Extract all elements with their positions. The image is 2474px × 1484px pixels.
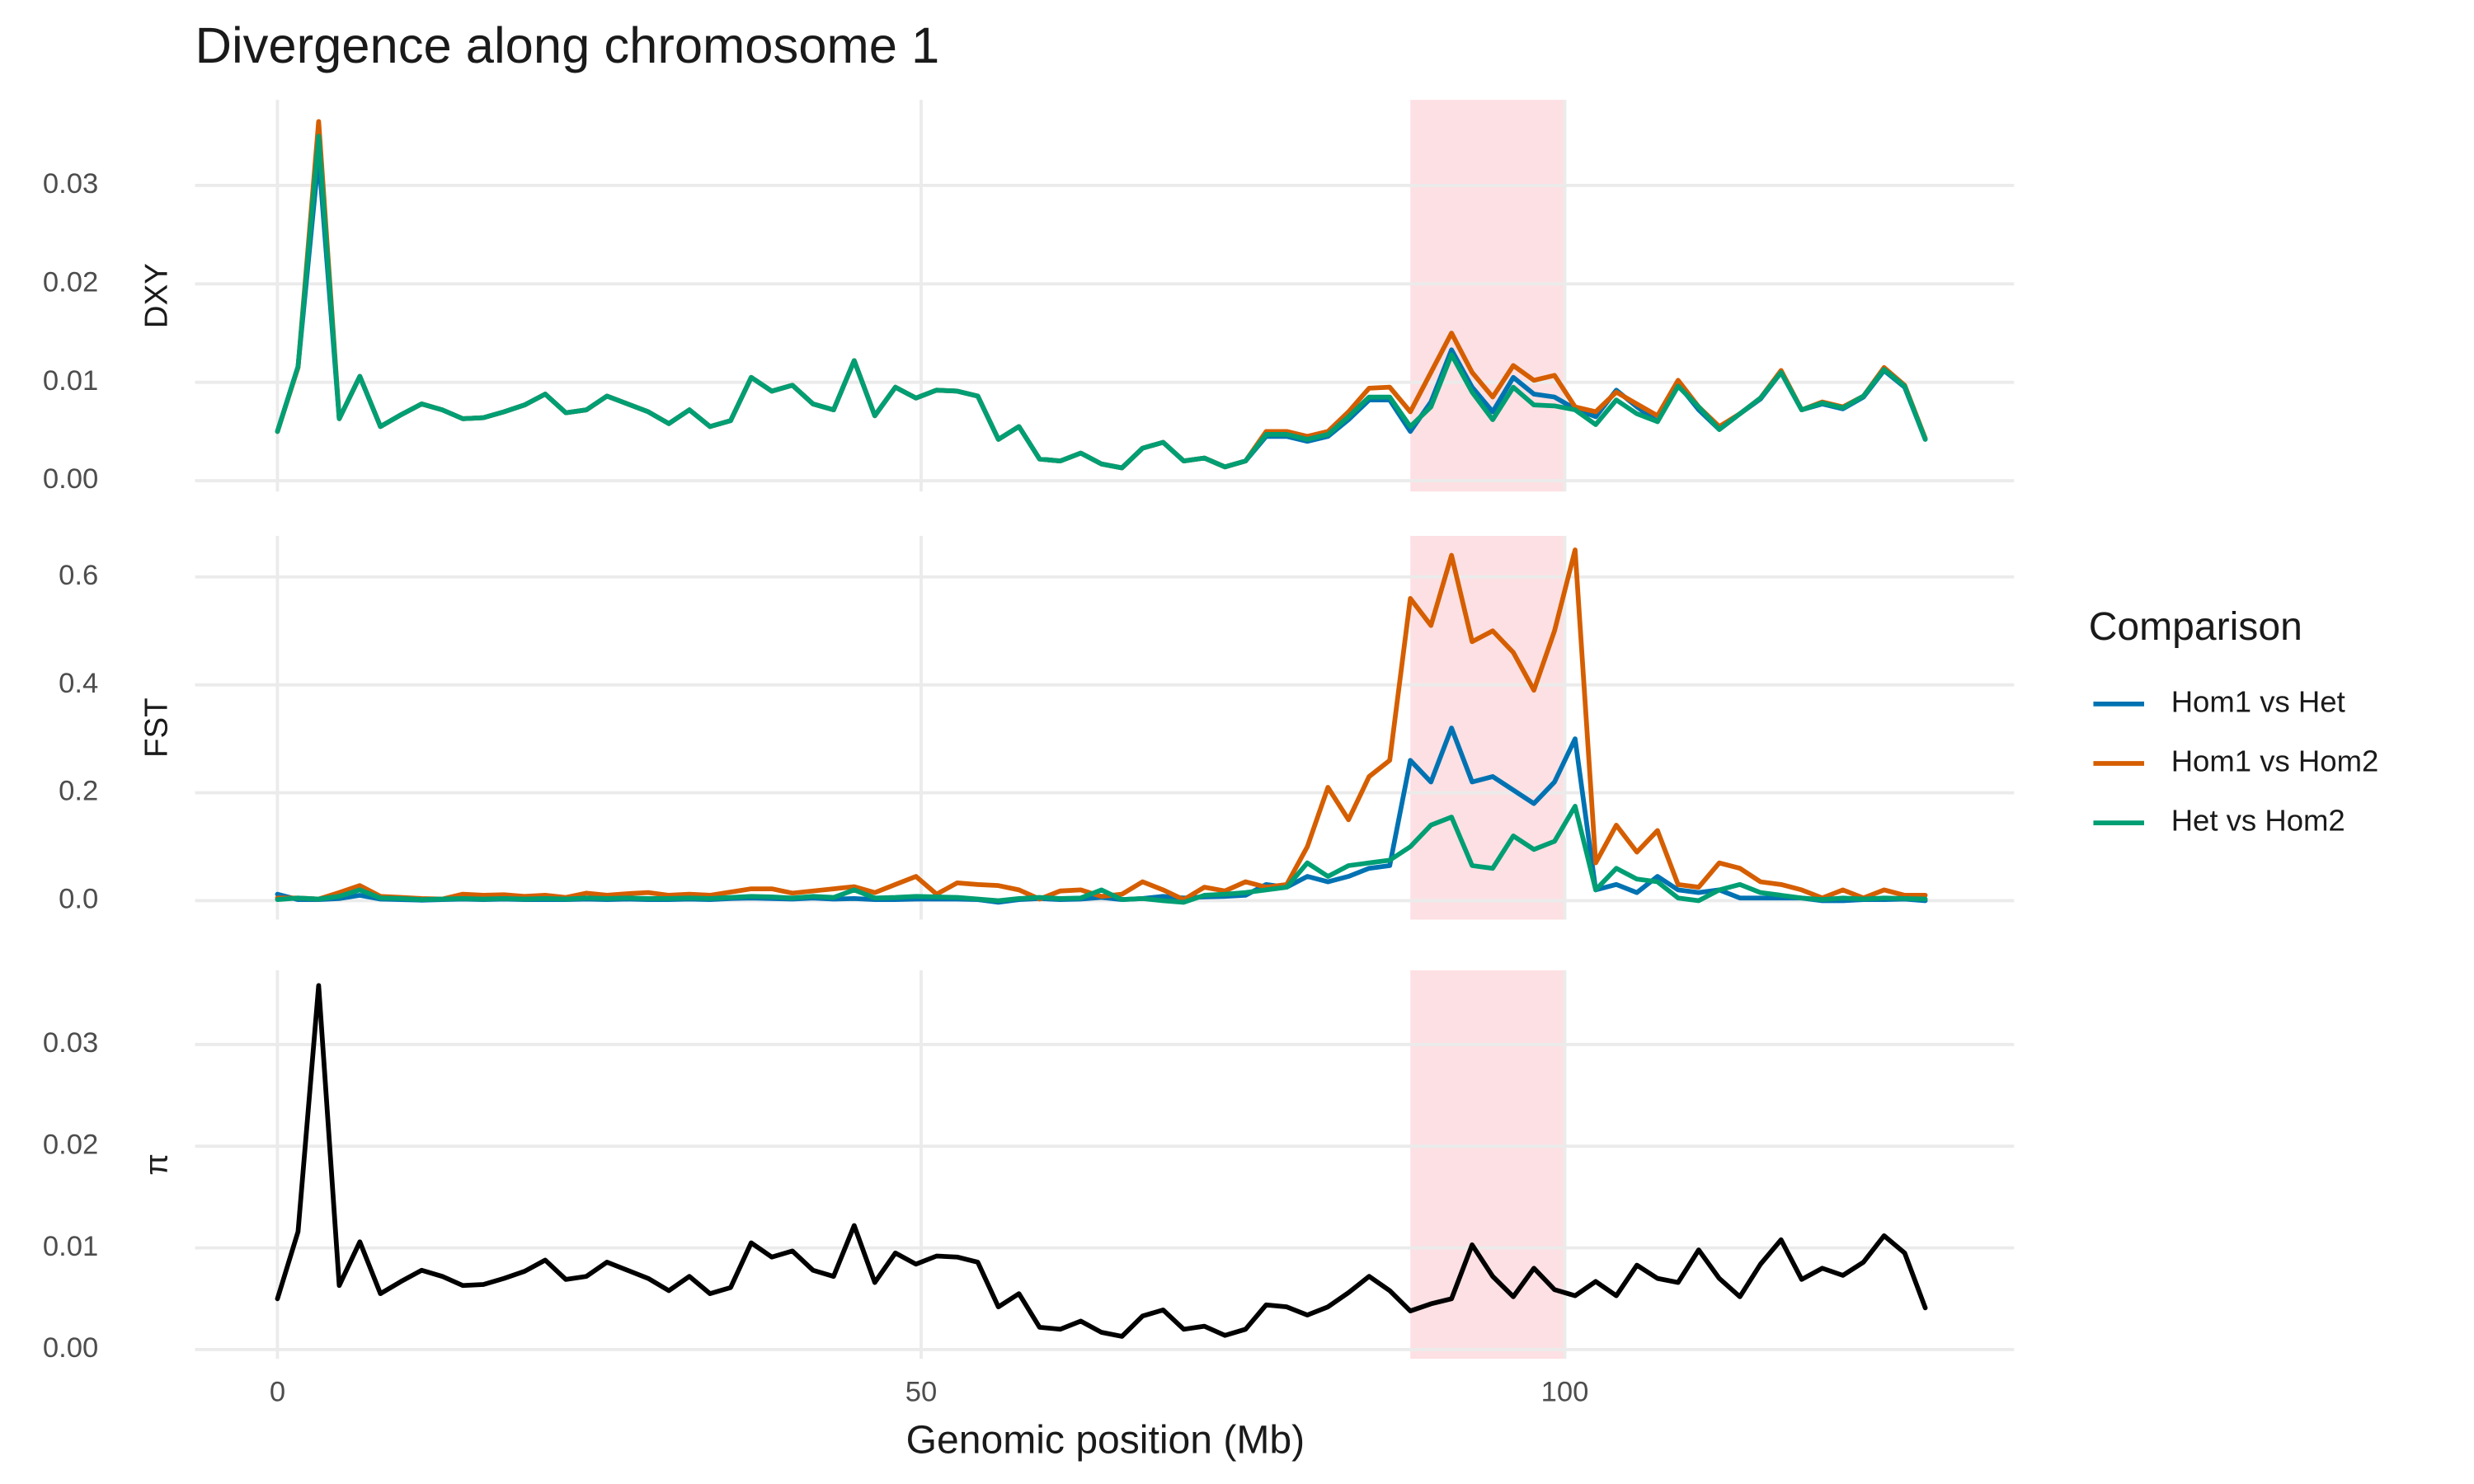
legend-label: Hom1 vs Hom2 — [2171, 744, 2379, 778]
chart-title: Divergence along chromosome 1 — [195, 17, 940, 74]
x-tick-label: 100 — [1541, 1377, 1589, 1408]
series-line — [275, 983, 1928, 1339]
series-line — [275, 153, 1928, 471]
series-line — [275, 134, 1928, 471]
x-tick-label: 50 — [905, 1377, 938, 1408]
highlight-region — [1410, 970, 1565, 1360]
y-axis-label: FST — [139, 697, 174, 758]
series-line — [275, 119, 1928, 471]
y-tick-label: 0.01 — [43, 1231, 98, 1262]
y-tick-label: 0.03 — [43, 1027, 98, 1059]
highlight-region — [1410, 100, 1565, 492]
y-tick-label: 0.00 — [43, 1332, 98, 1364]
y-tick-label: 0.02 — [43, 1129, 98, 1160]
highlight-region — [1410, 536, 1565, 920]
y-tick-label: 0.00 — [43, 463, 98, 495]
series-line — [275, 547, 1928, 903]
legend-title: Comparison — [2089, 604, 2302, 649]
y-axis-label: π — [139, 1153, 174, 1176]
y-tick-label: 0.6 — [59, 560, 98, 591]
legend-label: Het vs Hom2 — [2171, 804, 2345, 838]
series-line — [275, 726, 1928, 905]
series-line — [275, 804, 1928, 905]
x-axis-label: Genomic position (Mb) — [906, 1418, 1305, 1463]
y-tick-label: 0.02 — [43, 266, 98, 298]
x-tick-label: 0 — [270, 1377, 285, 1408]
y-tick-label: 0.2 — [59, 776, 98, 807]
legend-label: Hom1 vs Het — [2171, 685, 2345, 719]
y-tick-label: 0.0 — [59, 884, 98, 915]
y-axis-label: DXY — [139, 263, 174, 328]
y-tick-label: 0.4 — [59, 668, 98, 699]
y-tick-label: 0.01 — [43, 365, 98, 397]
y-tick-label: 0.03 — [43, 168, 98, 200]
